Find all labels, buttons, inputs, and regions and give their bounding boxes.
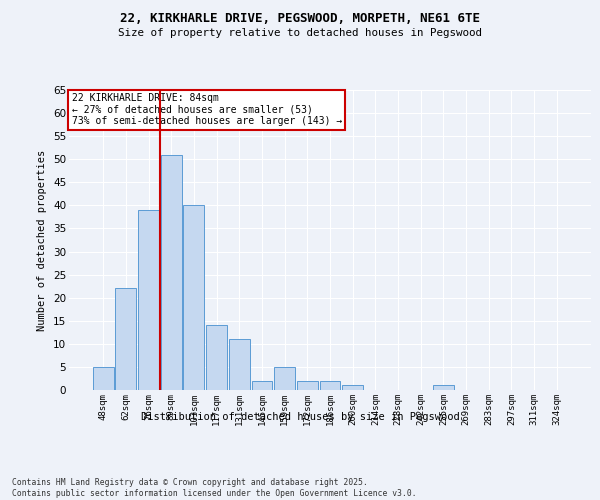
Bar <box>229 339 250 390</box>
Text: Distribution of detached houses by size in Pegswood: Distribution of detached houses by size … <box>140 412 460 422</box>
Bar <box>297 381 318 390</box>
Text: Contains HM Land Registry data © Crown copyright and database right 2025.
Contai: Contains HM Land Registry data © Crown c… <box>12 478 416 498</box>
Bar <box>206 326 227 390</box>
Bar <box>251 381 272 390</box>
Bar <box>138 210 159 390</box>
Bar <box>320 381 340 390</box>
Bar <box>93 367 113 390</box>
Y-axis label: Number of detached properties: Number of detached properties <box>37 150 47 330</box>
Bar <box>342 386 363 390</box>
Text: 22, KIRKHARLE DRIVE, PEGSWOOD, MORPETH, NE61 6TE: 22, KIRKHARLE DRIVE, PEGSWOOD, MORPETH, … <box>120 12 480 26</box>
Bar <box>184 206 205 390</box>
Text: Size of property relative to detached houses in Pegswood: Size of property relative to detached ho… <box>118 28 482 38</box>
Bar <box>433 386 454 390</box>
Bar <box>161 154 182 390</box>
Text: 22 KIRKHARLE DRIVE: 84sqm
← 27% of detached houses are smaller (53)
73% of semi-: 22 KIRKHARLE DRIVE: 84sqm ← 27% of detac… <box>71 93 342 126</box>
Bar <box>115 288 136 390</box>
Bar <box>274 367 295 390</box>
